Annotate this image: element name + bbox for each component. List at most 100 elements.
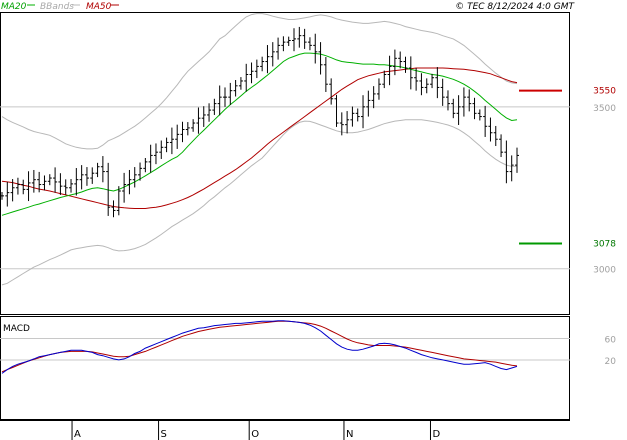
- price-bar-28: [148, 144, 153, 173]
- price-bar-79: [419, 73, 424, 96]
- grid-lines: [0, 106, 570, 361]
- price-bar-65: [345, 111, 350, 134]
- price-bar-91: [483, 105, 488, 137]
- price-tick-3500: 3500: [593, 104, 616, 114]
- price-bar-90: [477, 109, 482, 121]
- macd-series: [1, 320, 518, 374]
- price-bar-82: [435, 67, 440, 99]
- price-bar-19: [100, 156, 105, 183]
- price-bar-89: [472, 97, 477, 120]
- price-bar-50: [265, 45, 270, 74]
- bbands-lower-line: [1, 119, 517, 286]
- price-bar-30: [159, 140, 164, 159]
- price-bar-43: [228, 82, 233, 105]
- copyright-text: © TEC 8/12/2024 4:0 GMT: [455, 2, 575, 12]
- legend-bbands: BBands: [40, 2, 74, 12]
- price-bar-9: [47, 174, 52, 186]
- price-bar-94: [499, 134, 504, 158]
- macd-tick-60: 60: [605, 335, 617, 345]
- ma20-line: [1, 52, 518, 216]
- macd-signal-line: [1, 320, 518, 373]
- price-bar-75: [398, 51, 403, 69]
- price-bar-16: [84, 167, 89, 186]
- price-bar-17: [90, 167, 95, 184]
- price-bar-49: [260, 56, 265, 72]
- price-bar-55: [292, 28, 297, 52]
- price-bar-20: [106, 162, 111, 216]
- ma20-series: [1, 52, 518, 216]
- price-bar-70: [371, 86, 376, 109]
- price-bar-97: [515, 147, 519, 173]
- price-bar-59: [313, 33, 318, 64]
- price-bar-56: [297, 26, 302, 48]
- price-bar-53: [281, 36, 286, 52]
- price-bar-74: [392, 49, 397, 76]
- price-bar-21: [111, 200, 116, 218]
- time-label-S: S: [161, 429, 167, 440]
- price-bar-73: [387, 55, 392, 86]
- price-bar-81: [430, 73, 435, 89]
- price-bar-63: [334, 94, 339, 127]
- price-bar-36: [191, 119, 196, 132]
- price-bar-76: [403, 56, 408, 73]
- price-bar-8: [42, 175, 47, 191]
- macd-title: MACD: [3, 324, 30, 334]
- time-label-N: N: [346, 429, 353, 440]
- price-bar-72: [382, 70, 387, 89]
- price-bar-1: [5, 181, 10, 207]
- price-bar-26: [138, 162, 143, 181]
- price-bar-58: [307, 37, 312, 51]
- price-bar-38: [201, 106, 206, 127]
- price-bar-15: [79, 165, 84, 190]
- time-label-A: A: [74, 429, 81, 440]
- price-bar-5: [26, 171, 31, 202]
- price-bar-93: [493, 125, 498, 147]
- price-bar-87: [461, 87, 466, 117]
- price-levels: 3550 3078: [519, 87, 616, 249]
- price-bar-61: [323, 57, 328, 92]
- price-bar-18: [95, 162, 100, 178]
- price-bar-57: [302, 28, 307, 49]
- level-label-resistance: 3550: [593, 87, 616, 97]
- price-bar-29: [153, 143, 158, 165]
- price-bar-96: [509, 155, 514, 182]
- price-bar-48: [254, 59, 259, 79]
- price-bar-88: [467, 89, 472, 112]
- price-panel-frame: [0, 12, 570, 315]
- price-bar-31: [164, 137, 169, 153]
- macd-panel-frame: [0, 316, 570, 420]
- price-bar-60: [318, 42, 323, 75]
- bbands-upper-line: [1, 13, 518, 150]
- price-bar-66: [350, 106, 355, 127]
- price-bar-35: [185, 122, 190, 136]
- price-bar-69: [366, 90, 371, 117]
- price-bars: [0, 26, 519, 218]
- price-bar-80: [424, 78, 429, 94]
- time-label-O: O: [251, 429, 259, 440]
- price-bar-27: [143, 157, 148, 173]
- price-tick-3000: 3000: [593, 266, 616, 276]
- price-bar-22: [116, 186, 121, 216]
- price-bar-78: [414, 68, 419, 91]
- macd-tick-20: 20: [605, 357, 617, 367]
- price-bar-6: [31, 169, 36, 193]
- price-bar-39: [207, 103, 212, 122]
- price-bar-67: [355, 108, 360, 122]
- price-bar-2: [10, 179, 15, 202]
- price-bar-12: [63, 179, 68, 195]
- price-bar-23: [122, 172, 127, 203]
- price-bar-11: [58, 173, 63, 195]
- price-bar-95: [504, 140, 509, 184]
- price-bar-37: [196, 107, 201, 134]
- price-bar-3: [15, 177, 20, 195]
- price-bar-71: [376, 78, 381, 100]
- price-bar-47: [249, 62, 254, 84]
- price-bar-54: [286, 36, 291, 47]
- axis-labels: 3000 3500 60 20: [593, 104, 616, 367]
- price-bar-14: [74, 168, 79, 196]
- ma50-series: [1, 67, 518, 209]
- price-bar-83: [440, 78, 445, 106]
